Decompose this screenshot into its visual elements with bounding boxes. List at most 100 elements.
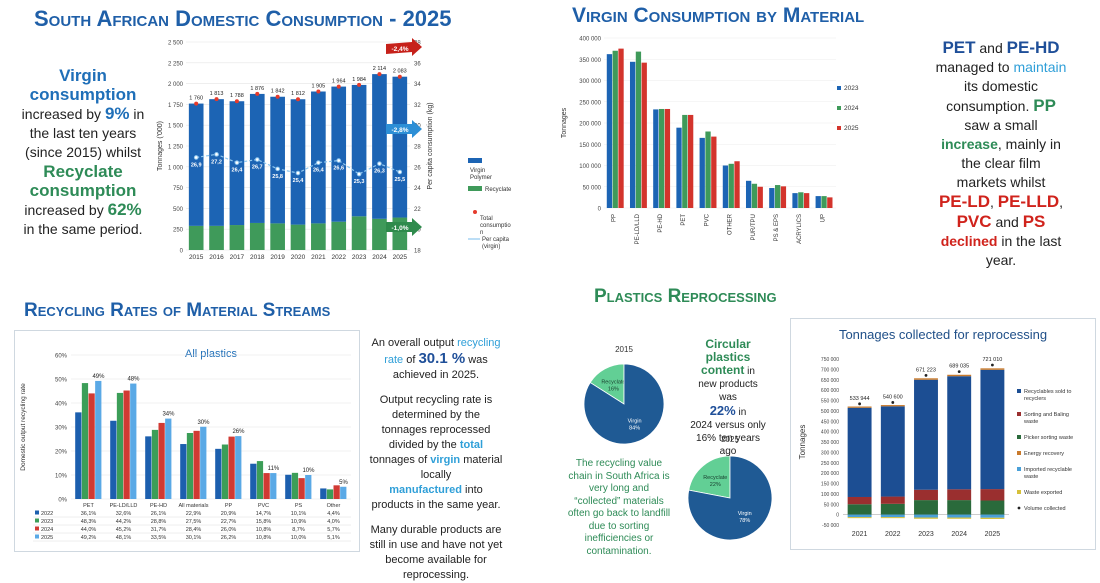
y-tick-label: 150 000: [821, 482, 839, 488]
x-tick-label: 2022: [331, 254, 346, 261]
legend-label: 2023: [844, 85, 859, 92]
per-capita-label: 26,3: [374, 169, 385, 175]
bar-2022: [285, 474, 292, 499]
bar-top-label: 34%: [162, 412, 175, 418]
bar-segment: [847, 514, 872, 518]
bar-2024: [193, 430, 200, 499]
summary-text: ago: [719, 446, 737, 457]
total-point: [377, 72, 382, 77]
bar-segment: [847, 496, 872, 505]
table-year: 2025: [41, 535, 53, 541]
y-tick-label: 700 000: [821, 367, 839, 373]
table-cell: 26,2%: [221, 535, 237, 541]
bar-2023: [815, 196, 821, 208]
y-tick-label: 400 000: [821, 430, 839, 436]
y2-tick-label: 34: [414, 82, 421, 88]
summary-text: Output recycling rate is: [379, 394, 493, 406]
bar-2022: [320, 488, 327, 499]
y-tick-label: 60%: [55, 354, 68, 360]
summary-text: the clear film: [961, 155, 1041, 171]
x-tick-label: 2022: [885, 531, 901, 538]
y-tick-label: 400 000: [579, 37, 601, 43]
bar-2025: [200, 426, 207, 499]
x-tick-label: PP: [612, 214, 618, 222]
legend-swatch: [1017, 435, 1021, 439]
bar-virgin: [209, 99, 224, 226]
bar-top-label: 10%: [302, 468, 315, 474]
chart-title: All plastics: [185, 348, 237, 360]
pp-word: PP: [1033, 96, 1056, 115]
x-tick-label: 2017: [230, 254, 245, 261]
legend-swatch: [1017, 490, 1021, 494]
bar-segment: [980, 500, 1005, 515]
legend-label: Volume collected: [1024, 506, 1066, 512]
legend-label: waste: [1023, 474, 1038, 480]
pelld-word: PE-LLD: [997, 192, 1060, 211]
y-tick-label: 350 000: [821, 440, 839, 446]
x-tick-label: 2024: [951, 531, 967, 538]
virgin-word: virgin: [430, 454, 461, 466]
table-cell: 8,7%: [292, 527, 305, 533]
legend-total-label: n: [480, 230, 483, 236]
bar-virgin: [270, 96, 285, 224]
recyclate-consumption-word: consumption: [29, 181, 137, 200]
bar-recyclate: [290, 224, 306, 250]
bar-2024: [158, 422, 165, 499]
y-tick-label: 750: [173, 186, 184, 192]
domestic-consumption-chart: 0 250 500 750 1 000 1 250 1 500 1 750 2 000 2 250…: [157, 38, 512, 261]
annotation-total: -2,4%: [392, 46, 409, 53]
bar-2023: [256, 461, 264, 499]
bar-2023: [151, 429, 159, 499]
bar-top-label: 11%: [268, 466, 280, 472]
y-tick-label: 500: [173, 207, 184, 213]
bar-2025: [235, 436, 242, 499]
chain-line: often go back to landfill: [567, 508, 671, 519]
pie-slice-Recyclate: [688, 455, 731, 499]
bar-2025: [687, 114, 694, 208]
bar-2023: [326, 489, 334, 499]
pie-label: 16%: [608, 387, 619, 393]
total-point: [357, 82, 362, 87]
per-capita-label: 25,3: [354, 179, 365, 185]
table-cell: 30,1%: [186, 535, 202, 541]
table-cell: 10,8%: [256, 527, 272, 533]
summary-text: year.: [985, 252, 1017, 268]
bar-segment: [914, 517, 938, 519]
pvc-word: PVC: [956, 212, 992, 231]
bar-2023: [291, 472, 299, 499]
pie-label: Recyclate: [601, 380, 625, 386]
summary-text: products in the same year.: [371, 499, 501, 511]
table-cell: 27,5%: [186, 519, 202, 525]
bar-recyclate: [270, 223, 285, 250]
table-cell: 33,5%: [151, 535, 167, 541]
summary-text: in the last: [997, 233, 1062, 249]
bar-segment: [980, 489, 1005, 501]
legend-label: waste: [1023, 419, 1038, 425]
bar-segment: [914, 378, 938, 380]
summary-text: markets whilst: [956, 174, 1046, 190]
bar-segment: [947, 374, 972, 377]
bar-2023: [769, 188, 775, 208]
table-cell: 45,2%: [116, 527, 132, 533]
volume-collected-point: [858, 402, 861, 406]
annotation-percapita: -2,8%: [392, 127, 409, 134]
table-cell: 5,7%: [327, 527, 340, 533]
per-capita-label: 25,4: [293, 178, 305, 184]
y-tick-label: 100 000: [821, 492, 839, 498]
x-tick-label: PUR/TPU: [751, 214, 757, 240]
legend-swatch-volume: [1017, 506, 1021, 510]
table-cell: 28,4%: [186, 527, 202, 533]
x-tick-label: PVC: [258, 503, 269, 509]
virgin-by-material-chart: 0 50 000 100 000 150 000 200 000 250 000 300 0…: [561, 37, 859, 245]
bar-top-label: 30%: [197, 420, 210, 426]
x-tick-label: 2025: [985, 531, 1001, 538]
total-point: [275, 94, 280, 99]
y-tick-label: 40%: [55, 402, 68, 408]
summary-text: Many durable products are: [370, 524, 502, 536]
x-tick-label: UP: [820, 214, 826, 222]
total-point: [255, 91, 260, 96]
per-capita-point: [356, 171, 362, 177]
total-label: 1 984: [352, 77, 366, 83]
bar-segment: [847, 517, 872, 519]
